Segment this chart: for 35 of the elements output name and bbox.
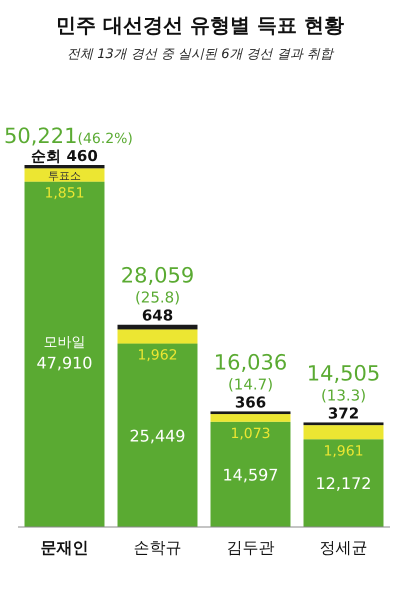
bar bbox=[304, 425, 384, 440]
chart-subtitle: 전체 13개 경선 중 실시된 6개 경선 결과 취합 bbox=[67, 47, 335, 62]
x-tick-label: 손학규 bbox=[134, 538, 182, 557]
bar bbox=[118, 324, 198, 330]
bar bbox=[210, 414, 290, 422]
x-tick-label: 정세균 bbox=[320, 538, 368, 557]
data-label: 1,073 bbox=[230, 426, 271, 442]
x-tick-label: 김두관 bbox=[226, 538, 274, 557]
series-label: 모바일 bbox=[44, 334, 86, 350]
bar bbox=[210, 422, 290, 527]
total-label: 16,036 (14.7) bbox=[214, 350, 288, 394]
chart-title: 민주 대선경선 유형별 득표 현황 bbox=[56, 13, 344, 37]
bar bbox=[304, 422, 384, 426]
total-label: 14,505 (13.3) bbox=[306, 361, 380, 404]
text: 순회 460 bbox=[31, 147, 98, 165]
bar bbox=[24, 165, 104, 168]
total-label: 50,221(46.2%) bbox=[4, 124, 133, 148]
data-label: 47,910 bbox=[36, 353, 92, 372]
data-label: 25,449 bbox=[130, 426, 186, 446]
bar bbox=[118, 344, 198, 527]
data-label: 648 bbox=[142, 306, 174, 325]
data-label: 1,961 bbox=[323, 443, 364, 460]
bar bbox=[210, 411, 290, 414]
data-label: 1,962 bbox=[137, 348, 178, 364]
total-label: 28,059 (25.8) bbox=[120, 264, 194, 307]
data-label: 14,597 bbox=[222, 465, 278, 484]
bar bbox=[118, 329, 198, 344]
data-label: 372 bbox=[328, 404, 360, 422]
data-label: 12,172 bbox=[316, 474, 372, 494]
bar bbox=[304, 439, 384, 527]
series-label: 투표소 bbox=[48, 170, 81, 183]
bar bbox=[24, 182, 104, 527]
data-label: 366 bbox=[234, 393, 266, 412]
data-label: 1,851 bbox=[44, 186, 85, 202]
x-tick-label: 문재인 bbox=[40, 538, 88, 557]
